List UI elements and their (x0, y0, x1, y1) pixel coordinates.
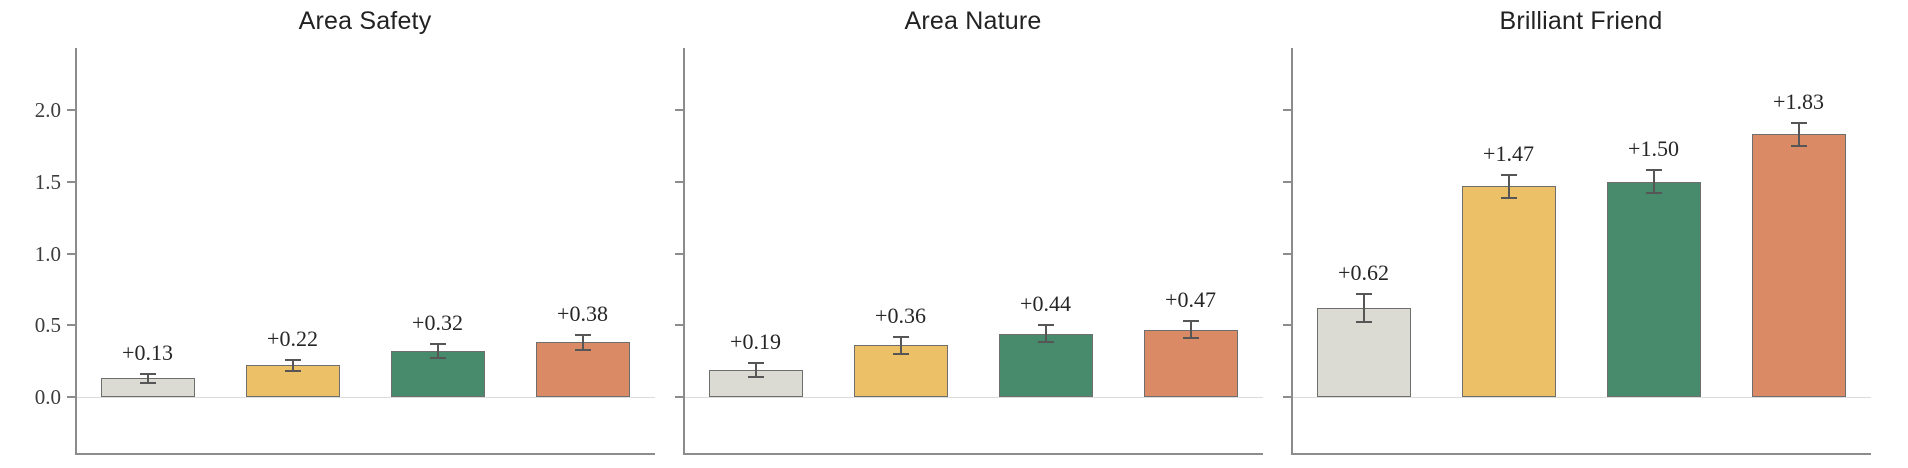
error-bar-cap-bottom (574, 348, 591, 351)
value-label: +0.22 (267, 325, 318, 351)
chart-title-brilliant-friend: Brilliant Friend (1499, 7, 1663, 35)
error-bar-cap-bottom (1790, 144, 1807, 147)
bar (1461, 186, 1556, 397)
x-axis-spine (75, 453, 655, 455)
error-bar (291, 359, 294, 372)
y-tick (67, 324, 75, 327)
y-tick (67, 180, 75, 183)
error-bar-cap-top (139, 373, 156, 376)
plot-area-safety: 0.0 0.5 1.0 1.5 2.0 +0.13 +0.22 +0.32 +0.38 (35, 48, 655, 455)
y-tick (1283, 396, 1291, 398)
value-label: +0.44 (1020, 291, 1071, 317)
error-bar-cap-bottom (429, 357, 446, 360)
bar (853, 345, 948, 397)
value-label: +0.32 (412, 309, 463, 335)
error-bar-cap-bottom (1645, 192, 1662, 195)
x-axis-spine (683, 453, 1263, 455)
error-bar (754, 362, 757, 377)
y-tick-label: 0.0 (34, 385, 61, 409)
error-bar (1362, 293, 1365, 323)
y-tick (67, 109, 75, 111)
error-bar-cap-top (1645, 169, 1662, 172)
error-bar-cap-bottom (1037, 341, 1054, 344)
chart-title-area-nature: Area Nature (904, 7, 1042, 35)
y-tick (67, 252, 75, 255)
y-tick (675, 324, 683, 327)
error-bar-cap-bottom (1355, 321, 1372, 324)
value-label: +0.36 (875, 302, 926, 328)
x-axis-spine (1291, 453, 1871, 455)
error-bar-cap-top (1500, 173, 1517, 176)
error-bar-cap-top (284, 358, 301, 361)
error-bar-cap-bottom (1500, 196, 1517, 199)
value-label: +0.13 (122, 340, 173, 366)
error-bar-cap-top (574, 334, 591, 337)
error-bar-cap-bottom (139, 381, 156, 384)
error-bar (1044, 325, 1047, 343)
panel-area-nature: Area Nature +0.19 +0.36 +0.44 +0.47 (675, 0, 1263, 468)
y-tick-label: 0.5 (34, 313, 61, 338)
y-tick (675, 109, 683, 111)
zero-line (1291, 396, 1871, 398)
error-bar-cap-bottom (284, 370, 301, 373)
error-bar (899, 336, 902, 354)
error-bar-cap-top (892, 335, 909, 338)
value-label: +0.19 (730, 328, 781, 354)
error-bar (1652, 170, 1655, 194)
plot-brilliant-friend: +0.62 +1.47 +1.50 +1.83 (1283, 48, 1871, 455)
y-axis-spine (683, 48, 685, 455)
panel-brilliant-friend: Brilliant Friend +0.62 +1.47 +1.50 +1.83 (1283, 0, 1871, 468)
value-label: +0.38 (557, 301, 608, 327)
zero-line (683, 396, 1263, 398)
bar (1606, 181, 1701, 397)
bar (535, 342, 630, 397)
error-bar (1507, 174, 1510, 198)
error-bar-cap-top (1182, 319, 1199, 322)
error-bar (1797, 122, 1800, 146)
error-bar (436, 343, 439, 359)
value-label: +1.83 (1773, 88, 1824, 114)
value-label: +1.50 (1628, 136, 1679, 162)
y-tick-label: 2.0 (34, 98, 61, 122)
error-bar-cap-top (429, 342, 446, 345)
y-tick (675, 180, 683, 183)
y-tick-label: 1.5 (34, 169, 61, 194)
y-axis-spine (1291, 48, 1293, 455)
y-tick (675, 396, 683, 398)
error-bar-cap-top (1037, 324, 1054, 327)
y-tick (1283, 180, 1291, 183)
chart-title-area-safety: Area Safety (298, 7, 432, 35)
value-label: +1.47 (1483, 140, 1534, 166)
error-bar-cap-bottom (892, 352, 909, 355)
error-bar-cap-bottom (747, 375, 764, 378)
y-tick (67, 396, 75, 398)
error-bar (146, 374, 149, 383)
y-tick-label: 1.0 (34, 241, 61, 266)
bar (1751, 134, 1846, 397)
error-bar-cap-top (1355, 292, 1372, 295)
error-bar-cap-top (1790, 121, 1807, 124)
error-bar (581, 335, 584, 350)
zero-line (75, 396, 655, 398)
y-tick (1283, 252, 1291, 255)
y-tick (675, 252, 683, 255)
y-tick (1283, 324, 1291, 327)
error-bar (1189, 320, 1192, 339)
y-tick (1283, 109, 1291, 111)
value-label: +0.47 (1165, 286, 1216, 312)
value-label: +0.62 (1338, 259, 1389, 285)
plot-area-nature: +0.19 +0.36 +0.44 +0.47 (675, 48, 1263, 455)
error-bar-cap-top (747, 361, 764, 364)
bar (1143, 329, 1238, 397)
panel-area-safety: Area Safety 0.0 0.5 1.0 1.5 2.0 +0.13 +0.22 +0.… (35, 0, 655, 468)
y-axis-spine (75, 48, 77, 455)
error-bar-cap-bottom (1182, 337, 1199, 340)
